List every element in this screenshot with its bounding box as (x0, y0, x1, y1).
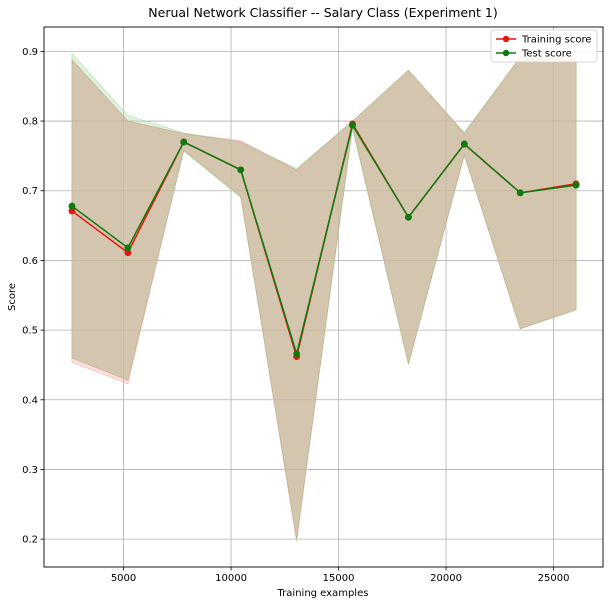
test-score-point (460, 140, 468, 148)
x-tick-label: 5000 (111, 573, 136, 584)
plot-frame (43, 26, 604, 568)
y-tick-label: 0.2 (22, 535, 38, 546)
test-score-point (293, 350, 301, 358)
y-tick-label: 0.8 (22, 117, 38, 128)
test-score-point (124, 244, 132, 252)
confidence-bands (71, 52, 577, 542)
axis-ticks: 5000 10000 15000 20000 25000 0.2 0.3 0.4 0.5 0.6 0… (22, 47, 569, 584)
test-score-point (349, 121, 356, 129)
test-score-point (516, 189, 524, 197)
x-tick-label: 15000 (323, 573, 355, 584)
test-score-point (180, 138, 188, 146)
y-tick-label: 0.3 (22, 465, 38, 476)
x-tick-label: 20000 (430, 573, 462, 584)
test-score-point (572, 181, 580, 189)
training-score-point (68, 207, 76, 215)
y-tick-label: 0.5 (22, 326, 38, 337)
test-score-point (68, 202, 76, 210)
legend: Training score Test score (490, 29, 598, 63)
test-score-line (71, 123, 577, 357)
test-score-point (405, 213, 412, 221)
legend-training-score-marker (502, 35, 510, 43)
y-axis-label: Score (7, 283, 18, 311)
chart-title: Nerual Network Classifier -- Salary Clas… (148, 5, 497, 20)
training-score-point (124, 249, 132, 257)
y-tick-label: 0.6 (22, 256, 38, 267)
y-tick-label: 0.7 (22, 186, 38, 197)
test-score-band (71, 52, 577, 540)
overlap-band (71, 56, 577, 540)
x-tick-label: 10000 (215, 573, 247, 584)
series-lines (68, 120, 580, 360)
legend-test-score-marker (502, 49, 510, 57)
legend-training-score-label: Training score (521, 35, 592, 46)
x-axis-label: Training examples (277, 588, 369, 599)
y-tick-label: 0.9 (22, 47, 38, 58)
test-score-point (237, 166, 245, 174)
y-tick-label: 0.4 (22, 395, 38, 406)
legend-box (490, 29, 598, 63)
legend-test-score-label: Test score (521, 49, 572, 60)
x-tick-label: 25000 (538, 573, 570, 584)
